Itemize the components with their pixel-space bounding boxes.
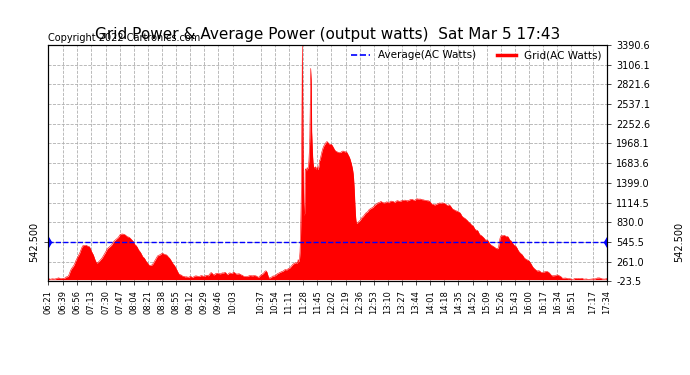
Legend: Average(AC Watts), Grid(AC Watts): Average(AC Watts), Grid(AC Watts) (351, 50, 602, 60)
Text: Copyright 2022 Cartronics.com: Copyright 2022 Cartronics.com (48, 33, 201, 43)
Text: 542.500: 542.500 (674, 222, 684, 262)
Title: Grid Power & Average Power (output watts)  Sat Mar 5 17:43: Grid Power & Average Power (output watts… (95, 27, 560, 42)
